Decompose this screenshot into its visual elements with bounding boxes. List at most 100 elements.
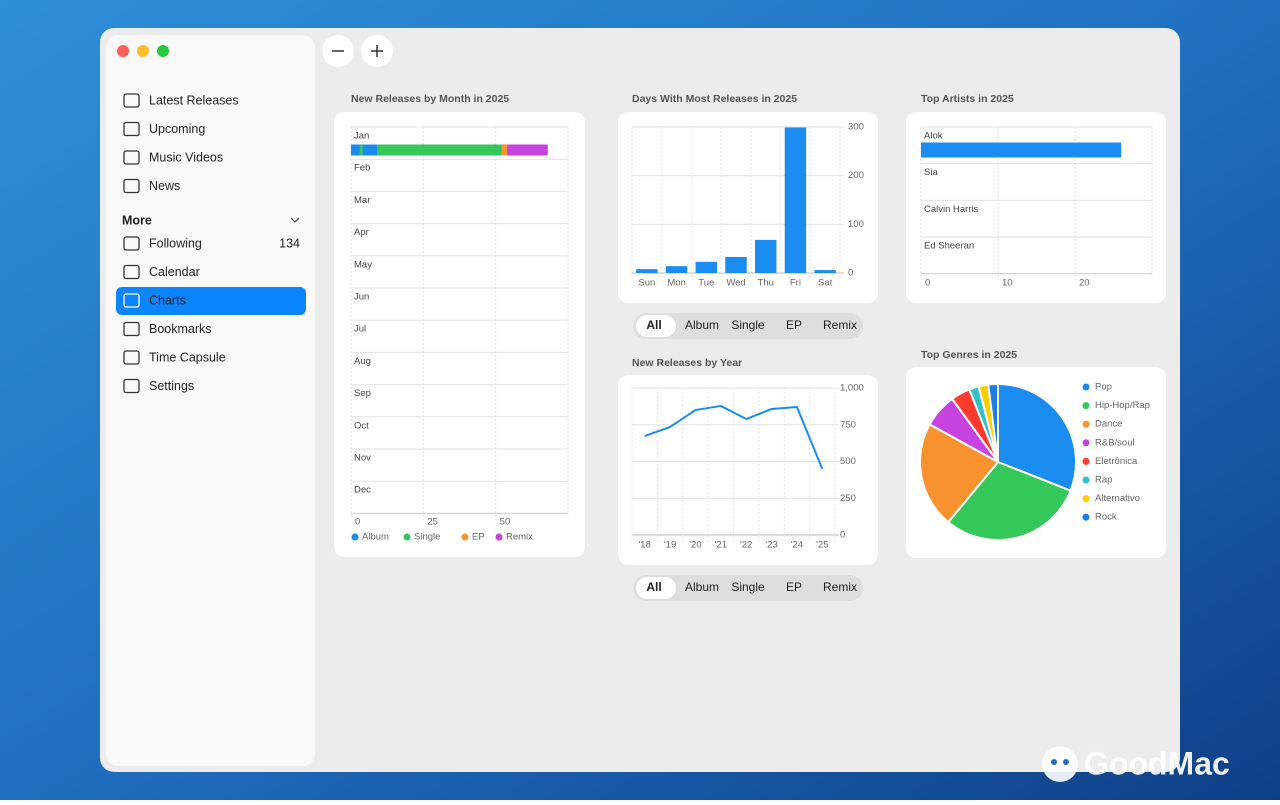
legend-swatch — [461, 533, 469, 541]
watermark: GoodMac — [1084, 745, 1230, 781]
sidebar-item[interactable]: Upcoming — [149, 122, 205, 136]
watermark-logo — [1042, 746, 1078, 782]
segment[interactable]: Remix — [823, 318, 857, 332]
sidebar-icon — [123, 236, 140, 251]
segmented-control — [633, 575, 863, 601]
segment-selected — [636, 315, 676, 337]
sidebar-item[interactable]: Settings — [149, 379, 194, 393]
segment[interactable]: Single — [731, 318, 765, 332]
legend-label: Rock — [1095, 512, 1117, 523]
category-label: Aug — [354, 356, 371, 367]
bar — [695, 261, 717, 273]
bar — [725, 256, 747, 273]
x-tick-label: '20 — [689, 540, 701, 551]
x-tick-label: '24 — [791, 540, 803, 551]
sidebar-icon — [123, 321, 140, 337]
zoom-button[interactable] — [157, 45, 169, 57]
x-tick-label: Sun — [638, 278, 655, 289]
segment[interactable]: All — [646, 318, 661, 332]
segment[interactable]: All — [646, 580, 661, 594]
bar-segment — [359, 144, 363, 156]
x-tick-label: 25 — [427, 517, 438, 528]
badge: 134 — [279, 236, 300, 250]
chart-title: New Releases by Year — [632, 357, 742, 369]
legend-swatch — [403, 533, 411, 541]
x-tick-label: Tue — [698, 278, 714, 289]
bar — [665, 266, 688, 273]
segment[interactable]: Album — [685, 318, 719, 332]
legend-label: Remix — [506, 532, 533, 543]
x-tick-label: 10 — [1002, 278, 1013, 289]
legend-swatch — [1082, 457, 1090, 465]
category-label: Dec — [354, 485, 371, 496]
segment[interactable]: Remix — [823, 580, 857, 594]
sidebar-item[interactable]: Following — [149, 236, 202, 250]
category-label: Calvin Harris — [924, 204, 979, 215]
segment[interactable]: Album — [685, 580, 719, 594]
x-tick-label: 0 — [925, 278, 930, 289]
legend-label: Rap — [1095, 475, 1112, 486]
x-tick-label: '25 — [816, 540, 828, 551]
x-tick-label: Fri — [790, 278, 801, 289]
chart-title: Days With Most Releases in 2025 — [632, 93, 797, 105]
category-label: Oct — [354, 420, 369, 431]
x-tick-label: Wed — [726, 278, 745, 289]
segment[interactable]: Single — [731, 580, 765, 594]
x-tick-label: Sat — [818, 278, 833, 289]
sidebar — [106, 35, 315, 766]
legend-label: R&B/soul — [1095, 437, 1135, 448]
category-label: Jan — [354, 131, 369, 142]
category-label: Feb — [354, 163, 370, 174]
bar-segment — [351, 144, 360, 156]
bar — [784, 127, 807, 273]
close-button[interactable] — [117, 45, 129, 57]
legend-label: Alternativo — [1095, 493, 1140, 504]
sidebar-item[interactable]: Bookmarks — [149, 322, 212, 336]
zoom-out-button[interactable] — [322, 35, 354, 67]
card — [906, 112, 1166, 303]
legend-swatch — [351, 533, 359, 541]
y-tick-label: 1,000 — [840, 383, 864, 394]
x-tick-label: '19 — [664, 540, 676, 551]
x-tick-label: '18 — [638, 540, 650, 551]
category-label: Alok — [924, 131, 943, 142]
category-label: Ed Sheeran — [924, 241, 974, 252]
chart-title: Top Genres in 2025 — [921, 349, 1017, 361]
x-tick-label: '23 — [765, 540, 777, 551]
sidebar-icon — [123, 350, 140, 365]
sidebar-item[interactable]: Calendar — [149, 265, 200, 279]
segment[interactable]: EP — [786, 318, 802, 332]
sidebar-item[interactable]: Time Capsule — [149, 350, 226, 364]
y-tick-label: 0 — [848, 268, 853, 279]
y-tick-label: 200 — [848, 170, 864, 181]
segment-selected — [636, 577, 676, 599]
chevron — [290, 217, 300, 223]
y-tick-label: 300 — [848, 122, 864, 133]
y-tick-label: 100 — [848, 219, 864, 230]
legend-swatch — [1082, 383, 1090, 391]
sidebar-item[interactable]: Latest Releases — [149, 93, 239, 107]
sidebar-item[interactable]: News — [149, 179, 180, 193]
category-label: Apr — [354, 227, 369, 238]
sidebar-icon — [123, 93, 140, 108]
x-tick-label: 20 — [1079, 278, 1090, 289]
sidebar-item[interactable]: Charts — [149, 293, 186, 307]
card — [334, 112, 585, 557]
category-label: Sep — [354, 388, 371, 399]
minimize-button[interactable] — [137, 45, 149, 57]
category-label: Nov — [354, 453, 371, 464]
category-label: Sia — [924, 167, 938, 178]
segmented-control — [633, 313, 863, 339]
x-tick-label: Thu — [758, 278, 774, 289]
legend-label: Pop — [1095, 382, 1112, 393]
x-tick-label: '22 — [740, 540, 752, 551]
sidebar-item[interactable]: Music Videos — [149, 150, 223, 164]
category-label: May — [354, 259, 372, 270]
sidebar-icon — [123, 293, 140, 308]
legend-swatch — [1082, 476, 1090, 484]
segment[interactable]: EP — [786, 580, 802, 594]
card — [618, 112, 878, 303]
bar — [755, 239, 777, 273]
zoom-in-button[interactable] — [361, 35, 393, 67]
